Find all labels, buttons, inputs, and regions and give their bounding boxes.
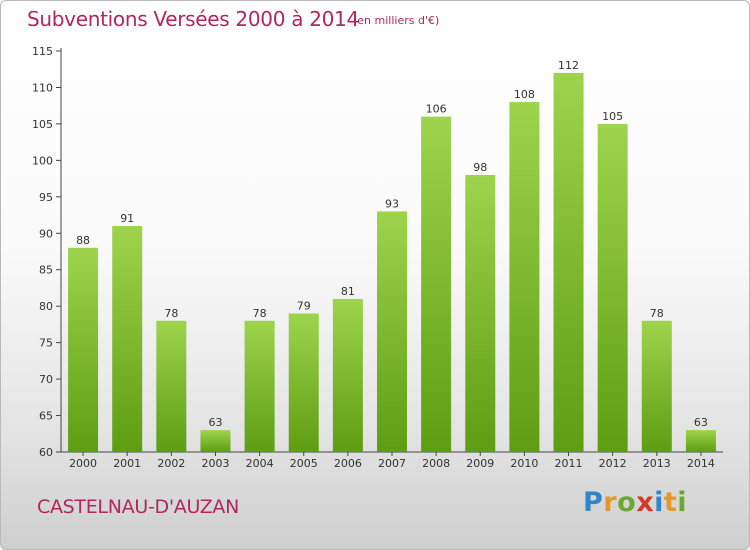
x-tick-label: 2014 <box>687 457 715 470</box>
x-tick-label: 2006 <box>334 457 362 470</box>
bar-2007 <box>376 211 408 452</box>
x-tick-label: 2009 <box>466 457 494 470</box>
data-label: 105 <box>602 110 623 123</box>
x-tick-label: 2010 <box>510 457 538 470</box>
bar-2003 <box>200 430 231 452</box>
bar-2011 <box>553 72 584 452</box>
commune-name: CASTELNAU-D'AUZAN <box>37 496 240 518</box>
bar-2009 <box>465 174 496 453</box>
y-tick-label: 70 <box>39 373 53 386</box>
data-label: 112 <box>558 59 579 72</box>
data-label: 106 <box>426 103 447 116</box>
data-label: 63 <box>208 416 222 429</box>
x-tick-label: 2004 <box>246 457 274 470</box>
data-label: 79 <box>297 299 311 312</box>
data-label: 78 <box>253 307 267 320</box>
data-label: 63 <box>694 416 708 429</box>
x-tick-label: 2011 <box>555 457 583 470</box>
x-tick-label: 2012 <box>599 457 627 470</box>
bar-2014 <box>685 430 716 452</box>
data-label: 78 <box>164 307 178 320</box>
bar-2006 <box>332 298 363 452</box>
x-tick-label: 2005 <box>290 457 318 470</box>
y-tick-label: 60 <box>39 446 53 459</box>
bar-2004 <box>244 320 275 452</box>
bar-2002 <box>156 320 187 452</box>
data-label: 98 <box>473 161 487 174</box>
data-label: 78 <box>650 307 664 320</box>
y-tick-label: 110 <box>32 81 53 94</box>
bar-2008 <box>421 116 452 453</box>
proxiti-logo[interactable]: Proxiti <box>583 487 688 518</box>
bar-2012 <box>597 123 628 452</box>
data-label: 108 <box>514 88 535 101</box>
y-tick-label: 65 <box>39 410 53 423</box>
x-tick-label: 2001 <box>113 457 141 470</box>
bar-2013 <box>641 320 672 452</box>
y-tick-label: 80 <box>39 300 53 313</box>
y-tick-label: 115 <box>32 45 53 58</box>
y-tick-label: 105 <box>32 118 53 131</box>
y-tick-label: 90 <box>39 227 53 240</box>
bar-2005 <box>288 313 319 452</box>
x-tick-label: 2008 <box>422 457 450 470</box>
data-label: 81 <box>341 285 355 298</box>
chart-title: Subventions Versées 2000 à 2014 <box>27 7 359 31</box>
x-tick-label: 2002 <box>157 457 185 470</box>
x-tick-label: 2013 <box>643 457 671 470</box>
y-tick-label: 95 <box>39 191 53 204</box>
data-label: 91 <box>120 212 134 225</box>
chart-subtitle: (en milliers d'€) <box>353 14 440 27</box>
data-label: 93 <box>385 197 399 210</box>
bar-2010 <box>509 102 540 452</box>
x-tick-label: 2003 <box>201 457 229 470</box>
x-tick-label: 2000 <box>69 457 97 470</box>
data-label: 88 <box>76 234 90 247</box>
y-tick-label: 75 <box>39 337 53 350</box>
y-tick-label: 85 <box>39 264 53 277</box>
bar-2000 <box>68 247 99 452</box>
x-tick-label: 2007 <box>378 457 406 470</box>
bar-2001 <box>112 225 143 452</box>
y-tick-label: 100 <box>32 154 53 167</box>
